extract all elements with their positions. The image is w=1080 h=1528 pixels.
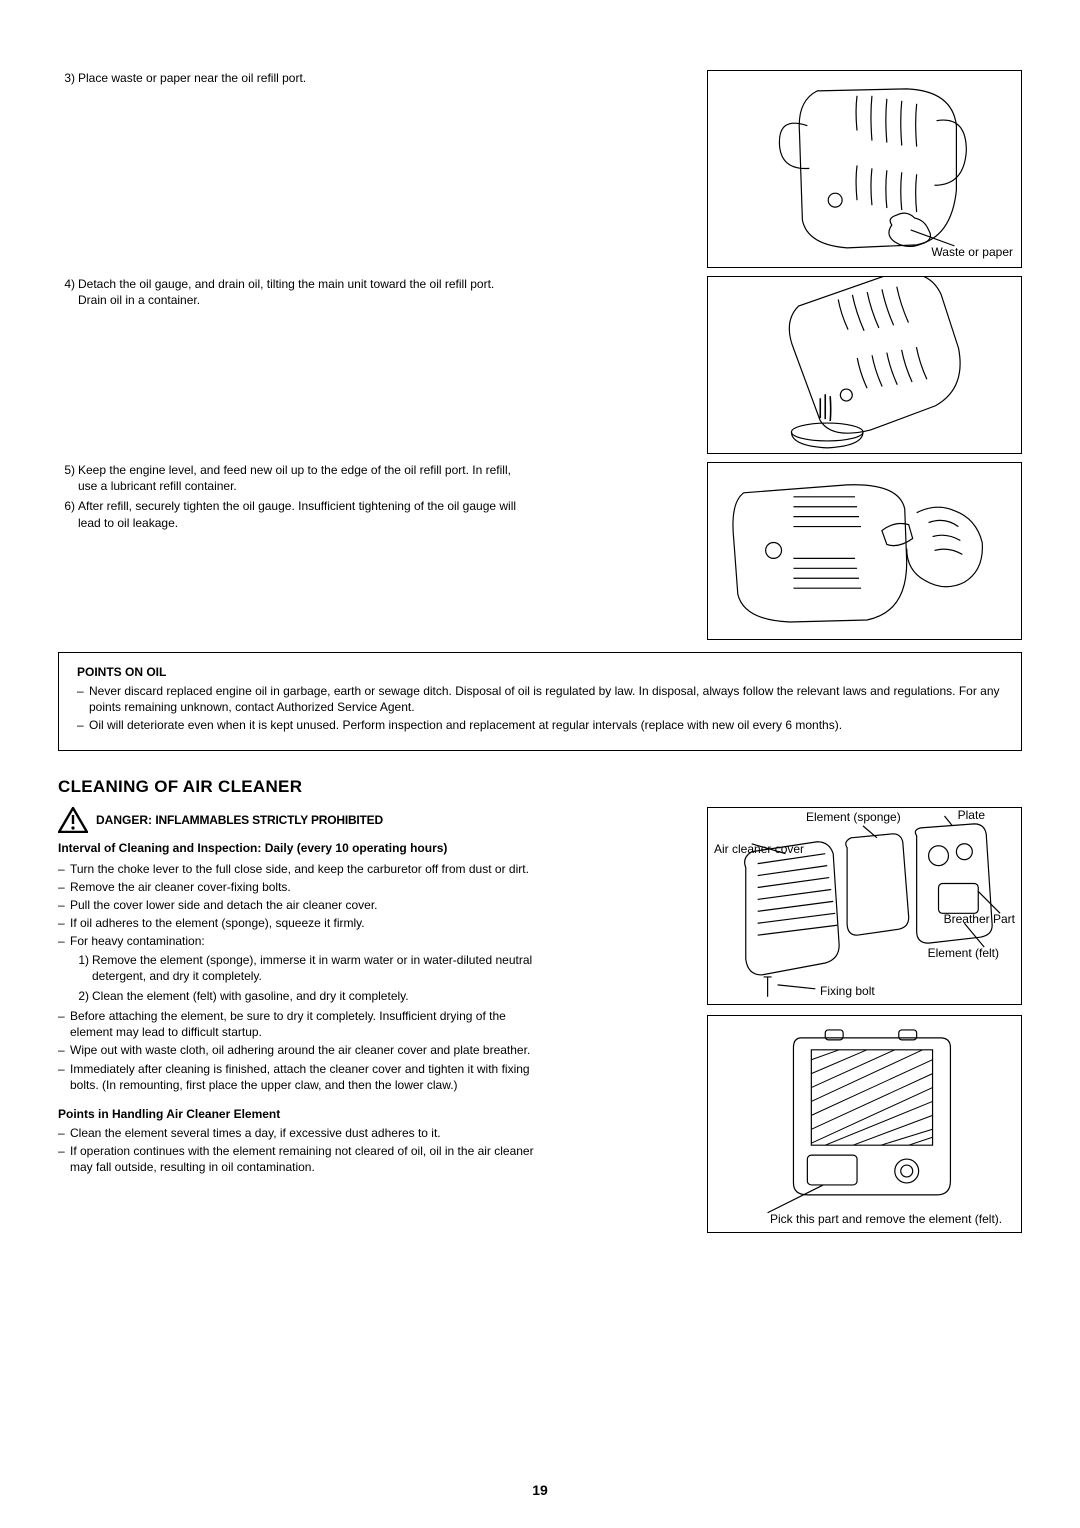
cleaning-row: DANGER: INFLAMMABLES STRICTLY PROHIBITED… (58, 807, 1022, 1233)
clean-4: –If oil adheres to the element (sponge),… (58, 915, 542, 931)
step-num-4: 4) (58, 276, 78, 308)
label-air-cleaner-cover: Air cleaner cover (714, 842, 804, 856)
step-4-row: 4) Detach the oil gauge, and drain oil, … (58, 276, 1022, 454)
page-number: 19 (0, 1482, 1080, 1498)
clean-8: –Immediately after cleaning is finished,… (58, 1061, 542, 1093)
clean-7: –Wipe out with waste cloth, oil adhering… (58, 1042, 542, 1058)
engine-drain-illustration (708, 277, 1021, 454)
step-5-text: Keep the engine level, and feed new oil … (78, 462, 532, 494)
clean-1: –Turn the choke lever to the full close … (58, 861, 542, 877)
step-num-3: 3) (58, 70, 78, 86)
figure-step-3: Waste or paper (707, 70, 1022, 268)
step-3: 3) Place waste or paper near the oil ref… (58, 70, 532, 86)
step-num-5: 5) (58, 462, 78, 494)
step-4: 4) Detach the oil gauge, and drain oil, … (58, 276, 532, 308)
danger-row: DANGER: INFLAMMABLES STRICTLY PROHIBITED (58, 807, 542, 833)
points-oil-1: Never discard replaced engine oil in gar… (89, 683, 1003, 715)
clean-5: –For heavy contamination: (58, 933, 542, 949)
points-on-oil-title: POINTS ON OIL (77, 665, 1003, 679)
label-element-felt: Element (felt) (928, 946, 999, 960)
danger-text: DANGER: INFLAMMABLES STRICTLY PROHIBITED (96, 813, 383, 827)
figure-air-cleaner-exploded: Air cleaner cover Element (sponge) Plate… (707, 807, 1022, 1005)
label-pick-felt: Pick this part and remove the element (f… (770, 1212, 1013, 1226)
handling-1: –Clean the element several times a day, … (58, 1125, 542, 1141)
label-fixing-bolt: Fixing bolt (820, 984, 875, 998)
engine-waste-illustration (708, 71, 1021, 268)
step-4b: Drain oil in a container. (78, 293, 200, 307)
engine-refill-illustration (708, 463, 1021, 640)
handling-title: Points in Handling Air Cleaner Element (58, 1107, 542, 1121)
step-3-row: 3) Place waste or paper near the oil ref… (58, 70, 1022, 268)
step-4-text: Detach the oil gauge, and drain oil, til… (78, 276, 532, 308)
step-6: 6) After refill, securely tighten the oi… (58, 498, 532, 530)
step-num-6: 6) (58, 498, 78, 530)
figure-step-5-6 (707, 462, 1022, 640)
danger-pre: DANGER: (96, 813, 155, 827)
air-cleaner-exploded-svg (708, 808, 1021, 1005)
points-oil-item-2: – Oil will deteriorate even when it is k… (77, 717, 1003, 733)
clean-5-1: Remove the element (sponge), immerse it … (92, 952, 542, 984)
clean-6: –Before attaching the element, be sure t… (58, 1008, 542, 1040)
step-5-6-row: 5) Keep the engine level, and feed new o… (58, 462, 1022, 640)
step-6-text: After refill, securely tighten the oil g… (78, 498, 532, 530)
label-breather-part: Breather Part (944, 912, 1015, 926)
step-3-text: Place waste or paper near the oil refill… (78, 70, 532, 86)
figure-air-cleaner-felt: Pick this part and remove the element (f… (707, 1015, 1022, 1233)
step-4a: Detach the oil gauge, and drain oil, til… (78, 277, 494, 291)
label-waste-paper: Waste or paper (931, 245, 1013, 259)
handling-2: –If operation continues with the element… (58, 1143, 542, 1175)
clean-2: –Remove the air cleaner cover-fixing bol… (58, 879, 542, 895)
points-oil-item-1: – Never discard replaced engine oil in g… (77, 683, 1003, 715)
label-element-sponge: Element (sponge) (806, 810, 901, 824)
points-on-oil-box: POINTS ON OIL – Never discard replaced e… (58, 652, 1022, 751)
interval-line: Interval of Cleaning and Inspection: Dai… (58, 841, 542, 855)
clean-5-2: Clean the element (felt) with gasoline, … (92, 988, 542, 1004)
danger-main: INFLAMMABLES STRICTLY PROHIBITED (155, 813, 383, 827)
warning-icon (58, 807, 88, 833)
clean-5-sub: 1)Remove the element (sponge), immerse i… (58, 952, 542, 1005)
label-plate: Plate (958, 808, 985, 822)
section-cleaning-heading: CLEANING OF AIR CLEANER (58, 777, 1022, 797)
air-cleaner-felt-svg (708, 1016, 1021, 1233)
step-5: 5) Keep the engine level, and feed new o… (58, 462, 532, 494)
clean-3: –Pull the cover lower side and detach th… (58, 897, 542, 913)
points-oil-2: Oil will deteriorate even when it is kep… (89, 717, 1003, 733)
figure-step-4 (707, 276, 1022, 454)
